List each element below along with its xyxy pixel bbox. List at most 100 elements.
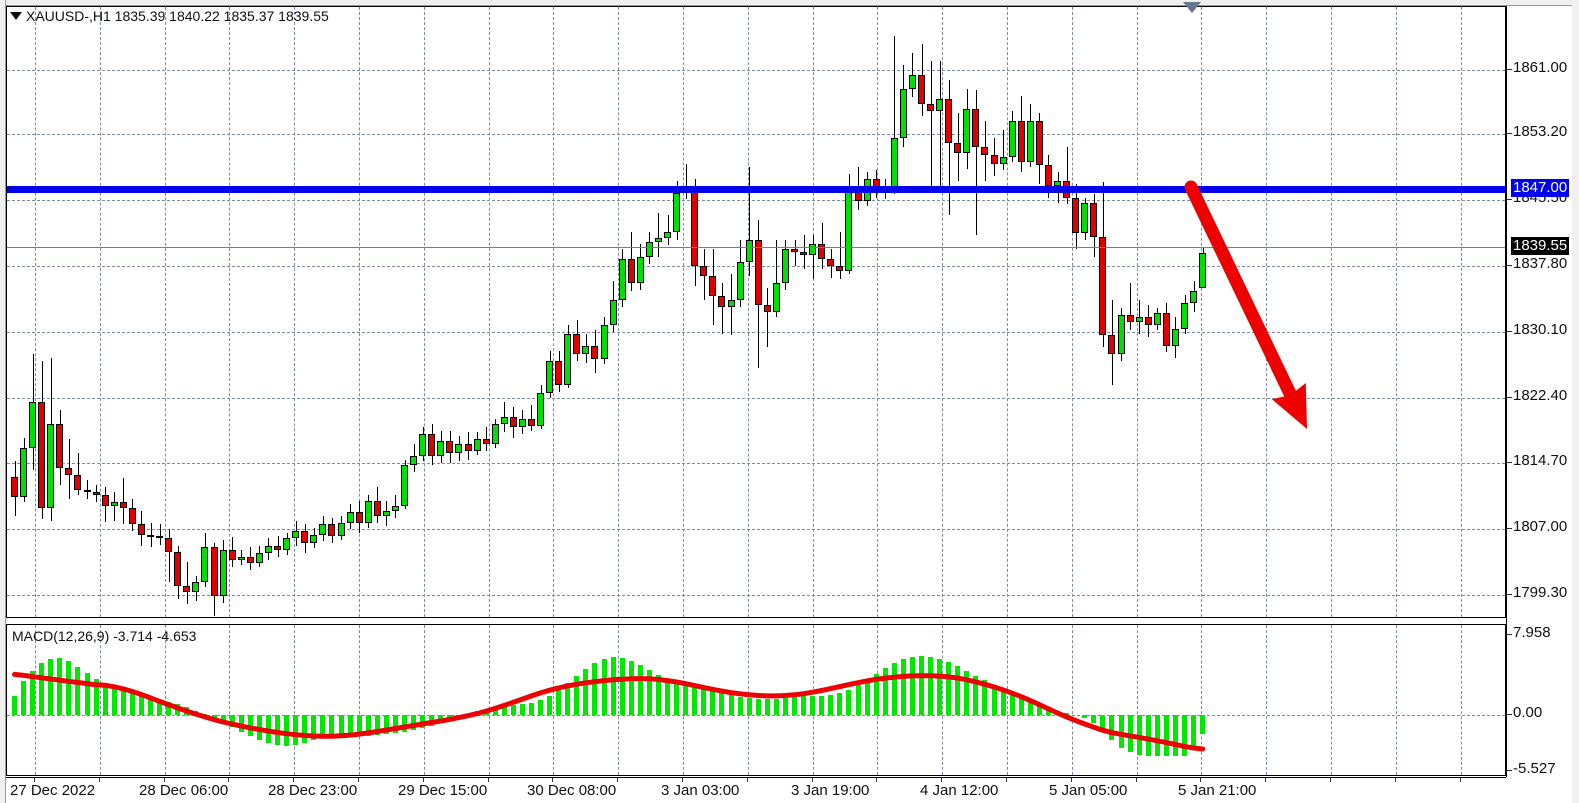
macd-histogram-bar — [628, 661, 634, 715]
candle-body — [255, 553, 263, 563]
candle-body — [664, 231, 672, 239]
candle-body — [1162, 313, 1170, 346]
price-chart-pane[interactable] — [6, 6, 1506, 618]
candle-body — [464, 444, 472, 452]
candle-body — [963, 109, 971, 154]
candle-wick — [776, 240, 777, 317]
time-tick — [876, 777, 878, 782]
candle-body — [283, 537, 291, 550]
axis-tick — [1506, 714, 1512, 715]
macd-histogram-bar — [900, 659, 906, 715]
candle-body — [1099, 236, 1107, 336]
macd-histogram-bar — [982, 680, 988, 715]
time-tick — [1459, 777, 1461, 782]
grid-line-vertical — [1460, 7, 1462, 617]
macd-histogram-bar — [365, 715, 371, 737]
macd-histogram-bar — [619, 658, 625, 715]
candle-body — [673, 192, 681, 232]
macd-histogram-bar — [773, 698, 779, 715]
candle-body — [718, 296, 726, 307]
candle-body — [246, 556, 254, 563]
macd-histogram-bar — [637, 665, 643, 715]
grid-line-horizontal — [7, 595, 1505, 596]
macd-histogram-bar — [293, 715, 299, 745]
macd-histogram-bar — [30, 670, 36, 715]
candle-body — [437, 440, 445, 457]
candle-body — [609, 299, 617, 326]
macd-histogram-bar — [21, 681, 27, 715]
candle-body — [1090, 202, 1098, 237]
axis-price-label: 1822.40 — [1513, 387, 1568, 404]
grid-line-vertical — [1331, 7, 1332, 617]
macd-histogram-bar — [1200, 715, 1206, 735]
candle-body — [1035, 121, 1043, 166]
candle-body — [1135, 316, 1143, 322]
candle-wick — [722, 282, 723, 334]
candle-body — [56, 423, 64, 469]
candle-body — [47, 423, 55, 509]
time-axis[interactable]: 27 Dec 2022 28 Dec 06:00 28 Dec 23:00 29 De… — [6, 777, 1506, 803]
candle-wick — [894, 35, 895, 195]
candle-body — [618, 258, 626, 300]
time-tick — [98, 777, 100, 782]
grid-line-horizontal — [7, 200, 1505, 201]
down-trend-arrow[interactable] — [7, 7, 1505, 617]
macd-histogram-bar — [1036, 705, 1042, 715]
window-top-border — [0, 0, 1579, 6]
price-axis[interactable]: 1861.00 1853.20 1847.00 1845.50 1839.55 1837.… — [1506, 6, 1572, 777]
grid-line-vertical — [553, 7, 555, 617]
macd-histogram-bar — [955, 666, 961, 715]
axis-price-label: 1807.00 — [1513, 518, 1568, 535]
macd-histogram-bar — [991, 685, 997, 715]
macd-histogram-bar — [764, 698, 770, 715]
candle-body — [264, 545, 272, 554]
candle-body — [627, 258, 635, 283]
candle-body — [346, 512, 354, 523]
candle-body — [709, 275, 717, 297]
grid-line-vertical — [683, 7, 684, 617]
grid-line-vertical — [812, 7, 814, 617]
macd-histogram-bar — [220, 715, 226, 723]
candle-body — [836, 265, 844, 271]
time-tick — [358, 777, 359, 782]
candle-wick — [976, 90, 977, 236]
macd-histogram-bar — [211, 715, 217, 718]
macd-histogram-bar — [383, 715, 389, 735]
candle-body — [1153, 313, 1161, 326]
axis-tick — [1506, 528, 1512, 529]
macd-indicator-pane[interactable] — [6, 624, 1506, 776]
candle-body — [781, 248, 789, 283]
macd-histogram-bar — [882, 667, 888, 715]
macd-histogram-bar — [229, 715, 235, 728]
symbol-header: XAUUSD-,H1 1835.39 1840.22 1835.37 1839.… — [26, 8, 329, 24]
macd-histogram-bar — [692, 687, 698, 715]
macd-histogram-bar — [782, 697, 788, 715]
price-level-line[interactable] — [7, 186, 1505, 193]
candle-body — [391, 505, 399, 511]
macd-histogram-bar — [538, 699, 544, 715]
axis-price-label: 1830.10 — [1513, 321, 1568, 338]
axis-price-label: -5.527 — [1513, 760, 1556, 777]
candle-body — [137, 524, 145, 535]
macd-histogram-bar — [928, 657, 934, 715]
axis-tick — [1506, 397, 1512, 398]
macd-histogram-bar — [1182, 715, 1188, 757]
macd-histogram-bar — [492, 707, 498, 715]
candle-body — [945, 98, 953, 144]
candle-body — [219, 549, 227, 596]
grid-line-vertical — [747, 7, 749, 617]
candle-body — [101, 495, 109, 506]
axis-price-label: 1799.30 — [1513, 584, 1568, 601]
macd-histogram-bar — [683, 685, 689, 715]
candle-body — [274, 545, 282, 550]
candle-wick — [749, 167, 750, 276]
macd-histogram-bar — [356, 715, 362, 737]
candle-body — [183, 585, 191, 593]
candle-body — [546, 361, 554, 394]
macd-histogram-bar — [1018, 697, 1024, 715]
candle-body — [1117, 315, 1125, 355]
axis-tick — [1506, 634, 1512, 635]
macd-histogram-bar — [728, 694, 734, 715]
candle-body — [754, 240, 762, 305]
grid-line-vertical — [423, 7, 425, 617]
